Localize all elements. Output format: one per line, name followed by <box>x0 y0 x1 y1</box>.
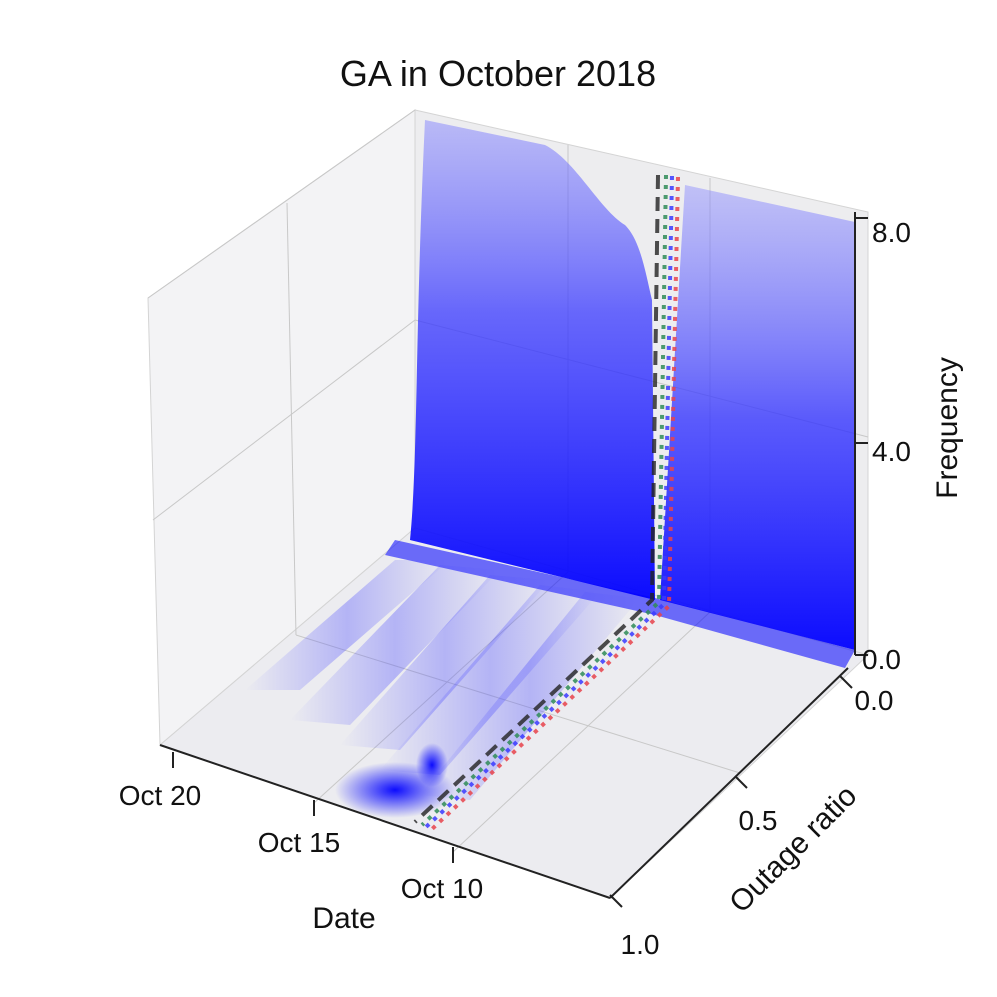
reference-line-dotted-green <box>420 174 668 827</box>
axes <box>159 212 856 899</box>
reference-line-dotted-blue <box>424 175 674 829</box>
x-tick-label: Oct 10 <box>401 873 483 904</box>
x-tick-label: Oct 15 <box>258 827 340 858</box>
reference-line-dashed <box>413 174 660 824</box>
y-tick-label: 0.0 <box>855 685 894 716</box>
chart-title: GA in October 2018 <box>340 53 656 94</box>
z-tick-label: 8.0 <box>872 217 911 248</box>
tick-marks <box>172 217 868 908</box>
x-axis-label: Date <box>312 902 375 935</box>
x-tick-label: Oct 20 <box>119 780 201 811</box>
surface-right-sheet <box>660 185 855 650</box>
z-tick-label: 0.0 <box>862 644 901 675</box>
y-axis-line <box>609 667 849 899</box>
x-axis-line <box>159 744 611 899</box>
y-axis-label: Outage ratio <box>723 779 863 919</box>
reference-line-dotted-red <box>429 176 680 832</box>
y-tick-label: 1.0 <box>621 929 660 960</box>
z-axis-label: Frequency <box>931 357 964 499</box>
surface-left-sheet <box>410 120 655 600</box>
z-tick-label: 4.0 <box>872 436 911 467</box>
y-tick-label: 0.5 <box>739 805 778 836</box>
reference-lines <box>413 174 680 832</box>
surface <box>245 120 855 818</box>
